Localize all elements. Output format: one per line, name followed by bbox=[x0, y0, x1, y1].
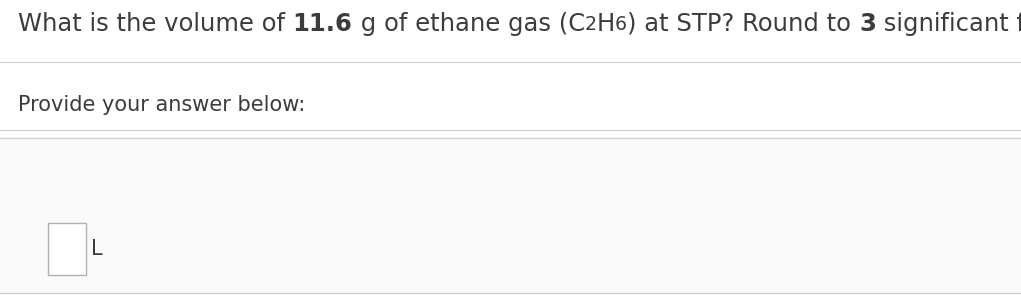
Text: ) at STP? Round to: ) at STP? Round to bbox=[627, 12, 859, 36]
Text: Provide your answer below:: Provide your answer below: bbox=[18, 95, 305, 115]
Text: H: H bbox=[597, 12, 615, 36]
Text: 11.6: 11.6 bbox=[293, 12, 352, 36]
Polygon shape bbox=[0, 138, 1021, 293]
Text: g of ethane gas (C: g of ethane gas (C bbox=[352, 12, 585, 36]
Text: 3: 3 bbox=[859, 12, 876, 36]
Text: L: L bbox=[91, 239, 103, 259]
Text: significant figures.: significant figures. bbox=[876, 12, 1021, 36]
Text: 6: 6 bbox=[615, 15, 627, 34]
Text: 2: 2 bbox=[585, 15, 597, 34]
Text: What is the volume of: What is the volume of bbox=[18, 12, 293, 36]
FancyBboxPatch shape bbox=[48, 223, 86, 275]
